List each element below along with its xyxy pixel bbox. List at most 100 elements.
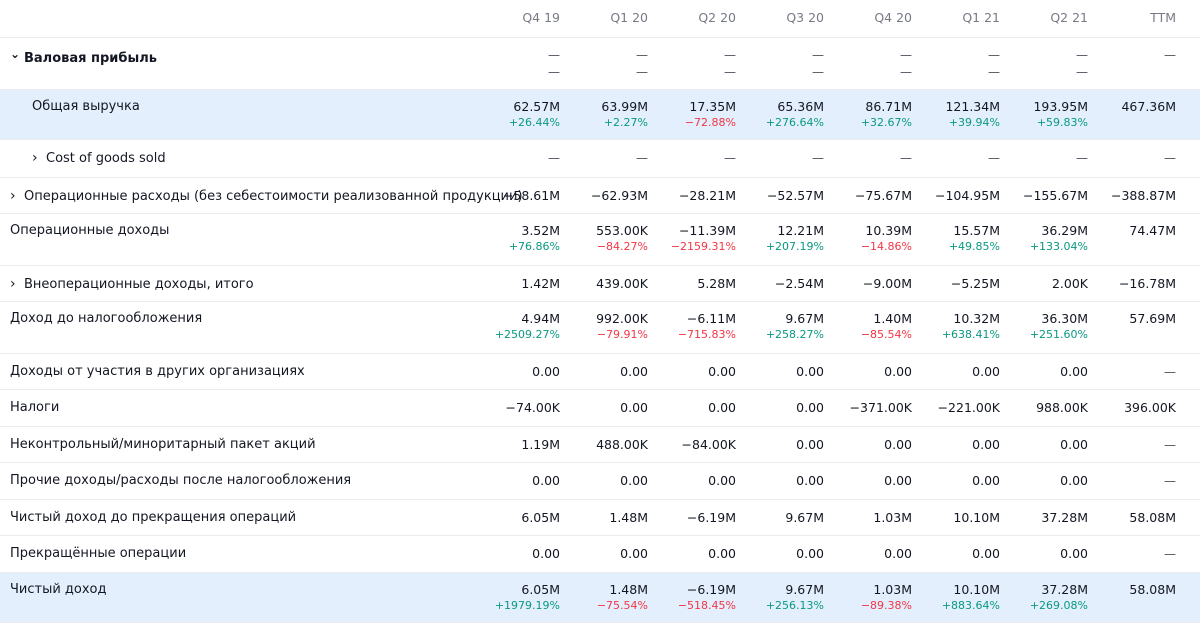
value-cell: — — xyxy=(1076,47,1088,80)
value-cell: −28.21M xyxy=(679,188,736,204)
table-row: Доходы от участия в других организациях 0… xyxy=(0,354,1200,390)
value-cell: 0.00 xyxy=(972,437,1000,453)
empty-value: — xyxy=(812,151,824,165)
value-cell: −6.11M −715.83% xyxy=(678,311,736,342)
empty-value: — xyxy=(548,48,560,62)
value: 9.67M xyxy=(785,311,824,326)
value-cell: −52.57M xyxy=(767,188,824,204)
empty-value: — xyxy=(988,151,1000,165)
value: 10.10M xyxy=(953,582,1000,597)
row-label[interactable]: › Cost of goods sold xyxy=(32,150,166,166)
row-label[interactable]: › Внеоперационные доходы, итого xyxy=(10,276,254,292)
value: 0.00 xyxy=(620,364,648,379)
row-label: Операционные доходы xyxy=(10,223,169,238)
chevron-right-icon[interactable]: › xyxy=(10,276,16,292)
value-cell: 17.35M −72.88% xyxy=(685,99,736,130)
table-row[interactable]: ⌄ Валовая прибыль — — — — — — — — — — — — — — — xyxy=(0,38,1200,90)
value: 6.05M xyxy=(521,510,560,525)
value: 0.00 xyxy=(884,546,912,561)
change-percent: +207.19% xyxy=(765,240,824,253)
value: 488.00K xyxy=(596,437,648,452)
empty-value: — xyxy=(548,151,560,165)
value-cell: 0.00 xyxy=(532,473,560,489)
change-percent: −75.54% xyxy=(596,599,648,612)
value: 0.00 xyxy=(972,437,1000,452)
row-label: Доходы от участия в других организациях xyxy=(10,364,305,379)
value-cell: 1.48M −75.54% xyxy=(597,582,648,613)
value: −104.95M xyxy=(935,188,1000,203)
value: 0.00 xyxy=(884,364,912,379)
row-label-text: Налоги xyxy=(10,400,60,415)
table-row: Налоги −74.00K 0.00 0.00 0.00 −371.00K −221.00… xyxy=(0,390,1200,427)
value-cell: 10.10M +883.64% xyxy=(942,582,1000,613)
value: −75.67M xyxy=(854,188,912,203)
value: 0.00 xyxy=(796,437,824,452)
value: 0.00 xyxy=(1060,546,1088,561)
table-row[interactable]: › Операционные расходы (без себестоимости… xyxy=(0,178,1200,214)
row-label-text: Операционные доходы xyxy=(10,223,170,238)
chevron-down-icon[interactable]: ⌄ xyxy=(10,47,21,61)
table-row: Операционные доходы 3.52M +76.86% 553.00K −8… xyxy=(0,214,1200,266)
value: 12.21M xyxy=(777,223,824,238)
row-label: Налоги xyxy=(10,400,59,415)
value: 0.00 xyxy=(708,400,736,415)
value-cell: 1.40M −85.54% xyxy=(861,311,912,342)
value-cell: −371.00K xyxy=(850,400,912,416)
table-row[interactable]: › Cost of goods sold — — — — — — — — xyxy=(0,140,1200,178)
table-row: Общая выручка 62.57M +26.44% 63.99M +2.27% 17… xyxy=(0,90,1200,140)
value-cell: 5.28M xyxy=(697,276,736,292)
row-label[interactable]: ⌄ Валовая прибыль xyxy=(10,47,157,66)
value: 1.19M xyxy=(521,437,560,452)
value-cell: — — xyxy=(988,47,1000,80)
value: 0.00 xyxy=(884,473,912,488)
table-row: Доход до налогообложения 4.94M +2509.27% 99… xyxy=(0,302,1200,354)
row-label-text: Валовая прибыль xyxy=(24,51,157,66)
change-percent: −72.88% xyxy=(684,116,736,129)
value: 0.00 xyxy=(972,546,1000,561)
value: 58.08M xyxy=(1129,510,1176,525)
value-cell: 9.67M +258.27% xyxy=(766,311,824,342)
value: 5.28M xyxy=(697,276,736,291)
row-label: Доход до налогообложения xyxy=(10,311,202,326)
value: −5.25M xyxy=(950,276,1000,291)
value-cell: 0.00 xyxy=(796,364,824,380)
value-cell: — xyxy=(1076,150,1088,166)
empty-value: — xyxy=(1076,48,1088,62)
value: 0.00 xyxy=(708,364,736,379)
period-header: Q1 21 xyxy=(962,10,1000,25)
value-cell: 193.95M +59.83% xyxy=(1033,99,1088,130)
row-label[interactable]: › Операционные расходы (без себестоимости… xyxy=(10,188,523,204)
value-cell: 488.00K xyxy=(596,437,648,453)
value-cell: — — xyxy=(812,47,824,80)
value-cell: 0.00 xyxy=(796,546,824,562)
period-header: Q3 20 xyxy=(786,10,824,25)
empty-value: — xyxy=(636,48,648,62)
table-row[interactable]: › Внеоперационные доходы, итого 1.42M 439.0… xyxy=(0,266,1200,302)
value: 121.34M xyxy=(945,99,1000,114)
value: 4.94M xyxy=(521,311,560,326)
change-percent: +2509.27% xyxy=(494,328,560,341)
chevron-right-icon[interactable]: › xyxy=(10,188,16,204)
value-cell: 0.00 xyxy=(1060,473,1088,489)
value: 10.39M xyxy=(865,223,912,238)
table-row: Прочие доходы/расходы после налогообложе… xyxy=(0,463,1200,500)
value: 1.42M xyxy=(521,276,560,291)
value-cell: 0.00 xyxy=(1060,364,1088,380)
value: 0.00 xyxy=(620,400,648,415)
table-row: Чистый доход до прекращения операций 6.05… xyxy=(0,500,1200,536)
value: 193.95M xyxy=(1033,99,1088,114)
value-cell: −9.00M xyxy=(863,276,912,292)
chevron-right-icon[interactable]: › xyxy=(32,150,38,166)
change-percent: −2159.31% xyxy=(670,240,736,253)
change-percent: −518.45% xyxy=(677,599,736,612)
change-percent: +59.83% xyxy=(1036,116,1088,129)
value-cell: — xyxy=(636,150,648,166)
value-cell: 3.52M +76.86% xyxy=(509,223,560,254)
value-cell: 15.57M +49.85% xyxy=(949,223,1000,254)
row-label-text: Чистый доход до прекращения операций xyxy=(10,510,297,525)
row-label-text: Cost of goods sold xyxy=(46,151,166,166)
period-header: Q4 20 xyxy=(874,10,912,25)
value: −221.00K xyxy=(937,400,1000,415)
value: 0.00 xyxy=(972,364,1000,379)
value: 467.36M xyxy=(1121,99,1176,114)
